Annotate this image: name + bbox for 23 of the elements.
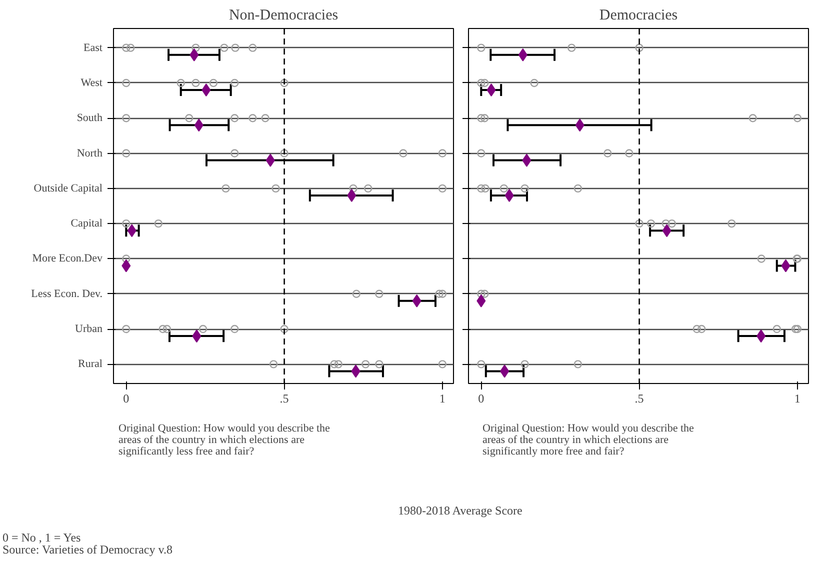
x-tick-label: .5: [280, 392, 289, 406]
y-tick-label: East: [84, 42, 103, 54]
x-tick-label: 0: [478, 392, 484, 406]
chart-title: Non-Democracies: [228, 8, 338, 24]
text: Original Question: How would you describe the areas of the country in which elections are significantly less free and fair?: [118, 422, 330, 458]
text: Original Question: How would you describe the areas of the country in which elections are significantly more free and fair?: [482, 422, 694, 458]
source-note: Source: Varieties of Democracy v.8: [2, 542, 172, 556]
x-tick-label: .5: [634, 392, 644, 406]
y-tick-label: West: [80, 76, 103, 89]
y-tick-label: Outside Capital: [34, 182, 103, 194]
y-tick-label: South: [76, 112, 103, 124]
x-tick-label: 1: [439, 392, 446, 406]
y-tick-label: Capital: [70, 218, 103, 230]
y-tick-label: North: [76, 147, 103, 160]
x-tick-label: 0: [123, 392, 130, 406]
y-tick-label: Less Econ. Dev.: [31, 288, 103, 300]
y-tick-label: Urban: [75, 323, 103, 336]
chart-title: Democracies: [599, 8, 678, 24]
y-tick-label: Rural: [78, 358, 103, 370]
x-tick-label: 1: [794, 392, 800, 406]
x-axis-title: 1980-2018 Average Score: [398, 504, 522, 518]
text: 0 = No , 1 = Yes: [2, 530, 82, 544]
y-tick-label: More Econ.Dev: [32, 252, 103, 265]
